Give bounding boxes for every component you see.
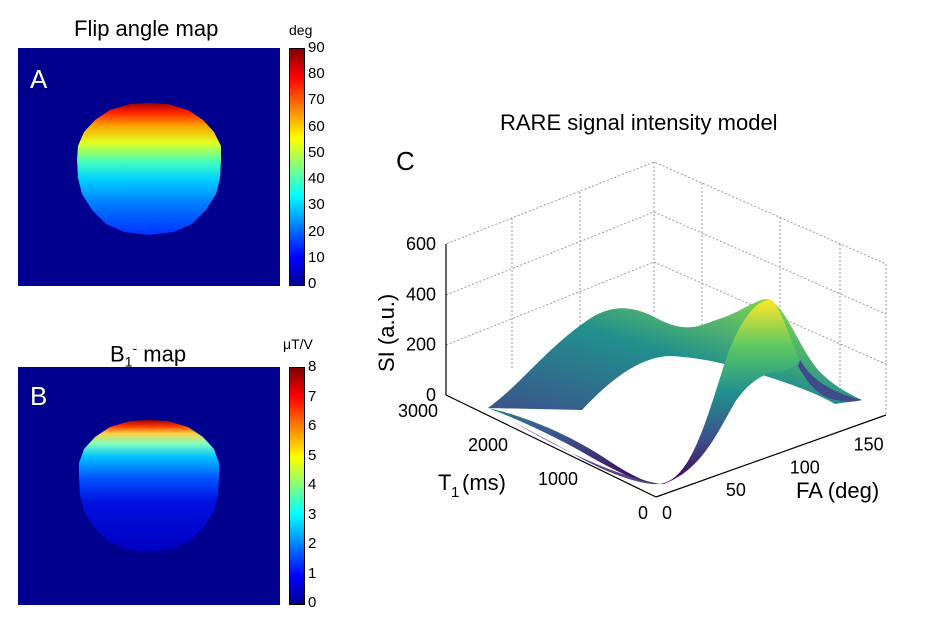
flip-angle-disk xyxy=(77,103,221,235)
si-tick-label: 0 xyxy=(426,385,436,405)
colorbar-b-tick: 2 xyxy=(308,535,317,552)
colorbar-a-tick: 50 xyxy=(308,143,325,161)
colorbar-a-unit: deg xyxy=(289,22,313,38)
colorbar-a-tick: 10 xyxy=(308,248,325,266)
colorbar-a-tick: 90 xyxy=(308,39,325,56)
panel-b-letter: B xyxy=(30,381,48,411)
axis-t1 xyxy=(445,394,657,498)
signal-surface-back xyxy=(488,299,862,410)
panel-b-title: B1- map xyxy=(110,340,186,370)
b1-map: B xyxy=(18,367,280,605)
fa-axis-label: FA (deg) xyxy=(796,478,879,503)
si-ticks: 0 200 400 600 xyxy=(406,234,436,405)
t1-tick-label: 0 xyxy=(638,503,648,523)
t1-tick-label: 1000 xyxy=(538,469,578,489)
grid-line xyxy=(445,261,887,365)
panel-b-title-sub: 1 xyxy=(124,353,133,370)
fa-tick-label: 0 xyxy=(662,503,672,523)
colorbar-b-tick: 7 xyxy=(308,387,317,405)
grid-line xyxy=(445,211,887,315)
colorbar-a-tick: 80 xyxy=(308,65,325,83)
colorbar-b-tick: 3 xyxy=(308,505,317,523)
si-tick-label: 600 xyxy=(406,234,436,254)
panel-a-title: Flip angle map xyxy=(74,16,219,41)
flip-angle-map: A xyxy=(18,48,280,286)
colorbar-a-tick: 40 xyxy=(308,170,325,188)
fa-tick-label: 100 xyxy=(790,457,820,477)
axis-fa xyxy=(655,414,887,498)
colorbar-a-tick: 20 xyxy=(308,222,325,240)
colorbar-b-tick: 4 xyxy=(308,476,317,493)
colorbar-b-unit: μT/V xyxy=(283,336,313,352)
t1-tick-label: 3000 xyxy=(398,401,438,421)
t1-axis-label: T xyxy=(438,470,451,495)
si-axis-label: SI (a.u.) xyxy=(374,294,399,372)
colorbar-b-tick: 5 xyxy=(308,446,317,464)
fa-tick-label: 50 xyxy=(726,480,746,500)
t1-ticks: 0 1000 2000 3000 xyxy=(398,401,648,523)
panel-b-title-sup: - xyxy=(132,340,138,356)
colorbar-b xyxy=(289,367,305,605)
colorbar-b-tick: 1 xyxy=(308,564,317,582)
t1-axis-label-rest: (ms) xyxy=(462,470,506,495)
fa-ticks: 0 50 100 150 xyxy=(662,435,884,523)
panel-c-title: RARE signal intensity model xyxy=(500,110,778,135)
panel-c-letter: C xyxy=(396,146,415,176)
t1-axis-label-sub: 1 xyxy=(451,484,459,501)
colorbar-a-tick: 30 xyxy=(308,196,325,214)
si-tick-label: 400 xyxy=(406,284,436,304)
signal-surface-right-tail xyxy=(798,360,862,402)
surface-axes xyxy=(445,244,887,498)
colorbar-a-tick: 0 xyxy=(308,275,317,292)
si-tick-label: 200 xyxy=(406,335,436,355)
colorbar-a xyxy=(289,48,305,286)
t1-tick-label: 2000 xyxy=(468,435,508,455)
colorbar-b-tick: 6 xyxy=(308,417,317,434)
fa-tick-label: 150 xyxy=(854,435,884,455)
panel-b-title-rest: map xyxy=(137,341,187,367)
colorbar-b-tick: 8 xyxy=(308,358,317,375)
b1-disk xyxy=(79,420,219,552)
panel-a-letter: A xyxy=(30,64,48,94)
colorbar-a-tick: 60 xyxy=(308,117,325,135)
signal-surface-front xyxy=(488,299,800,485)
colorbar-a-tick: 70 xyxy=(308,91,325,109)
panel-b-title-main: B xyxy=(110,341,125,367)
colorbar-b-tick: 0 xyxy=(308,594,317,611)
